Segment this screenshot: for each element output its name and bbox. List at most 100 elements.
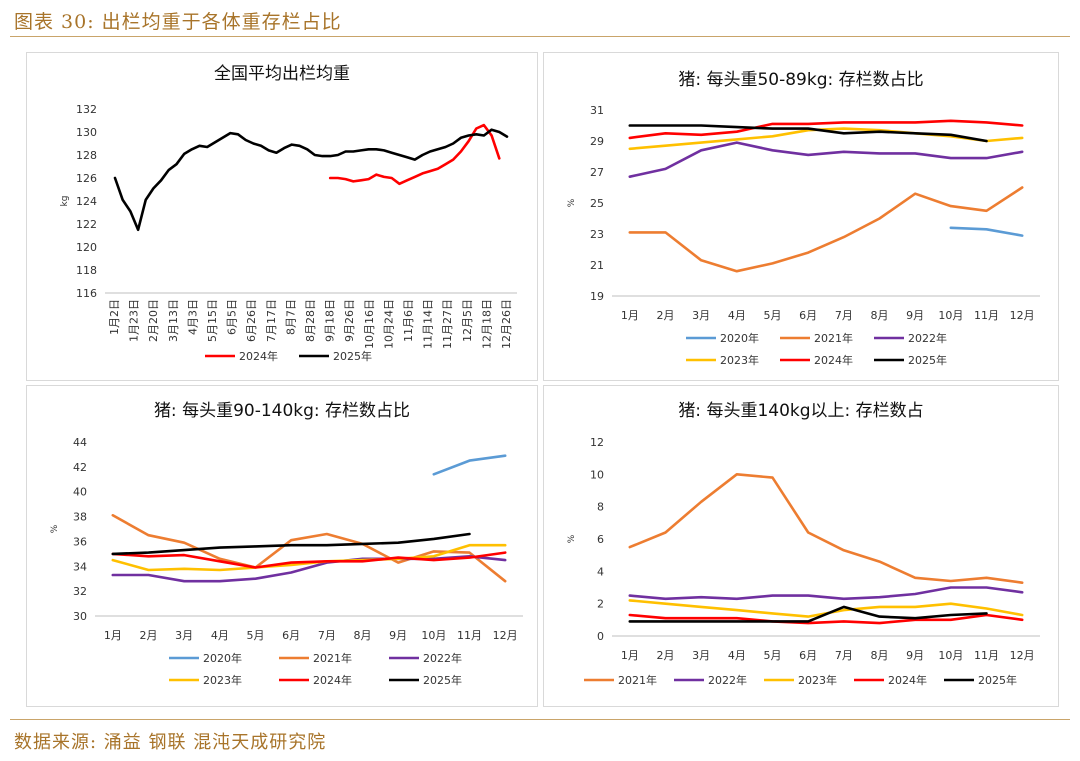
x-tick-label: 12月 (1010, 649, 1035, 662)
top-rule (10, 36, 1070, 37)
chart-title: 猪: 每头重140kg以上: 存栏数占 (678, 401, 923, 421)
series-line-2024 (328, 123, 501, 186)
legend-item-2021: 2021年 (279, 651, 352, 665)
legend-item-2020: 2020年 (169, 651, 242, 665)
y-tick-label: 40 (73, 486, 87, 499)
series-line-2024 (628, 613, 1024, 625)
legend-item-2023: 2023年 (686, 353, 759, 367)
y-tick-label: 30 (73, 610, 87, 623)
series-line-2025 (111, 532, 471, 556)
x-tick-label: 4月 (211, 629, 229, 642)
legend-item-2025: 2025年 (389, 673, 462, 687)
legend-item-2022: 2022年 (874, 331, 947, 345)
x-tick-label: 3月13日 (167, 299, 180, 342)
chart-50-89kg-share: 猪: 每头重50-89kg: 存栏数占比 19 21 23 25 27 29 31% 1月 2月 3… (543, 52, 1059, 381)
x-tick-label: 6月 (282, 629, 300, 642)
y-tick-label: 4 (597, 565, 604, 578)
y-tick-label: 6 (597, 533, 604, 546)
x-tick-label: 11月 (457, 629, 482, 642)
legend-label: 2021年 (814, 331, 853, 345)
x-tick-label: 3月 (692, 309, 710, 322)
y-tick-label: 124 (76, 195, 97, 208)
x-tick-label: 8月 (871, 309, 889, 322)
x-tick-label: 2月 (657, 309, 675, 322)
series-line-2022 (628, 586, 1024, 601)
x-tick-label: 5月 (764, 309, 782, 322)
x-tick-label: 9月 (906, 309, 924, 322)
x-tick-label: 6月5日 (226, 299, 239, 335)
y-tick-label: 118 (76, 264, 97, 277)
x-tick-label: 12月26日 (500, 299, 513, 349)
x-tick-label: 11月 (974, 309, 999, 322)
legend-label: 2024年 (814, 353, 853, 367)
legend-item-2024: 2024年 (780, 353, 853, 367)
series-line-2020 (949, 226, 1024, 237)
series-line-2021 (628, 186, 1024, 273)
x-tick-label: 9月18日 (324, 299, 337, 342)
y-tick-label: 132 (76, 103, 97, 116)
legend-label: 2024年 (313, 673, 352, 687)
series-line-2021 (111, 514, 507, 583)
x-tick-label: 1月2日 (108, 299, 121, 335)
legend-label: 2024年 (888, 673, 927, 687)
legend-label: 2021年 (618, 673, 657, 687)
x-tick-label: 6月26日 (245, 299, 258, 342)
figure-title: 图表 30: 出栏均重于各体重存栏占比 (14, 11, 342, 33)
y-tick-label: 36 (73, 535, 87, 548)
y-tick-label: 32 (73, 585, 87, 598)
legend-item-2025: 2025年 (874, 353, 947, 367)
x-tick-label: 5月 (764, 649, 782, 662)
y-tick-label: 25 (590, 197, 604, 210)
chart-140kg-plus-share: 猪: 每头重140kg以上: 存栏数占 0 2 4 6 8 10 12% 1月 2月 3月 4月 5月 6… (543, 385, 1059, 707)
y-axis-label: % (50, 524, 60, 533)
legend-label: 2025年 (333, 349, 372, 363)
legend-label: 2025年 (423, 673, 462, 687)
legend-item-2023: 2023年 (169, 673, 242, 687)
x-tick-label: 5月15日 (206, 299, 219, 342)
x-tick-label: 4月 (728, 649, 746, 662)
y-tick-label: 130 (76, 126, 97, 139)
legend-label: 2022年 (908, 331, 947, 345)
x-tick-label: 12月5日 (461, 299, 474, 342)
legend-item-2022: 2022年 (389, 651, 462, 665)
y-axis-label: kg (60, 196, 70, 207)
x-tick-label: 11月6日 (402, 299, 415, 342)
x-tick-label: 3月 (692, 649, 710, 662)
x-tick-label: 7月 (835, 309, 853, 322)
chart-title: 猪: 每头重90-140kg: 存栏数占比 (154, 401, 410, 421)
legend-item-2023: 2023年 (764, 673, 837, 687)
legend-label: 2021年 (313, 651, 352, 665)
series-line-2024 (628, 119, 1024, 140)
y-tick-label: 27 (590, 166, 604, 179)
x-tick-label: 11月 (974, 649, 999, 662)
series-line-2025 (113, 128, 509, 232)
legend-label: 2025年 (978, 673, 1017, 687)
y-tick-label: 2 (597, 598, 604, 611)
legend-item-2021: 2021年 (780, 331, 853, 345)
x-tick-label: 12月 (493, 629, 518, 642)
x-tick-label: 12月18日 (480, 299, 493, 349)
x-tick-label: 8月 (871, 649, 889, 662)
bottom-rule (10, 719, 1070, 720)
chart3-svg: 猪: 每头重90-140kg: 存栏数占比 30 32 34 36 38 40 42 44% 1月… (50, 401, 523, 687)
series-line-2021 (628, 473, 1024, 584)
y-tick-label: 128 (76, 149, 97, 162)
y-axis-label: % (567, 534, 577, 543)
y-tick-label: 116 (76, 287, 97, 300)
x-tick-label: 2月 (140, 629, 158, 642)
series-line-2020 (432, 454, 507, 476)
series-line-2025 (628, 124, 988, 143)
legend-item-2021: 2021年 (584, 673, 657, 687)
x-tick-label: 1月23日 (128, 299, 141, 342)
y-tick-label: 122 (76, 218, 97, 231)
x-tick-label: 9月 (389, 629, 407, 642)
x-tick-label: 8月7日 (284, 299, 297, 335)
legend-label: 2020年 (720, 331, 759, 345)
y-tick-label: 44 (73, 436, 87, 449)
chart2-svg: 猪: 每头重50-89kg: 存栏数占比 19 21 23 25 27 29 31% 1月 2月 3… (567, 70, 1040, 367)
y-tick-label: 12 (590, 436, 604, 449)
x-tick-label: 1月 (104, 629, 122, 642)
y-tick-label: 21 (590, 259, 604, 272)
x-tick-label: 12月 (1010, 309, 1035, 322)
y-tick-label: 10 (590, 468, 604, 481)
